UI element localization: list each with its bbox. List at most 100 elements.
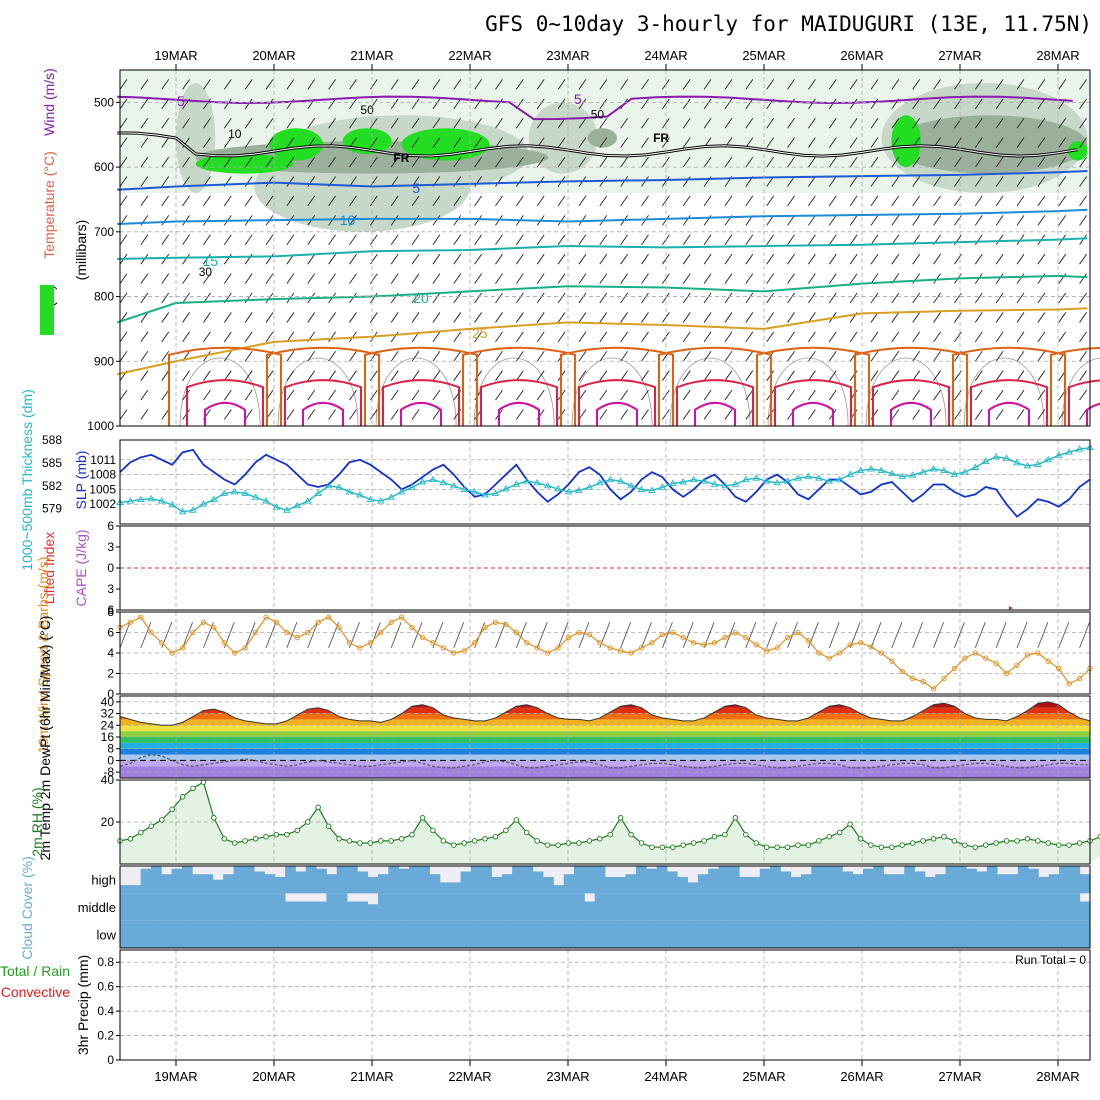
wind-barb (307, 312, 316, 323)
wind-barb (599, 312, 608, 323)
wind10m-barb (411, 622, 423, 649)
wind-barb (870, 176, 879, 187)
rh2m-marker (419, 815, 426, 821)
cloud-cell (790, 893, 802, 921)
y-tick-label: 32 (101, 707, 115, 721)
cloud-cell (501, 874, 513, 894)
surface-heat-contour (480, 379, 558, 426)
bottom-date-label: 28MAR (1036, 1069, 1079, 1084)
wind-barb (974, 234, 983, 246)
rh2m-marker (878, 844, 885, 850)
y-tick-label: 8 (107, 742, 114, 756)
thickness-marker (815, 474, 823, 481)
wind-barb (849, 98, 858, 110)
rh-shading (120, 70, 1100, 427)
cloud-cell (873, 893, 885, 921)
thickness-marker (376, 497, 385, 504)
cloud-cell (821, 866, 833, 894)
wind10m-speed-line (117, 614, 1093, 692)
precip-axis-label: 3hr Precip (mm) (75, 955, 91, 1055)
top-date-label: 26MAR (840, 48, 883, 63)
panel-frame (119, 69, 1091, 427)
cloud-cell (842, 920, 854, 948)
bottom-date-label: 22MAR (448, 1069, 491, 1084)
thickness-marker (1002, 454, 1011, 461)
cloud-cell (852, 874, 864, 894)
rh2m-marker (482, 836, 488, 842)
wind10m-barb (974, 622, 986, 649)
wind-barb (244, 389, 253, 401)
rh2m-marker (899, 842, 906, 848)
wind-barb (1079, 98, 1087, 110)
wind-barb (495, 273, 503, 284)
wind10m-speed-line (119, 616, 1091, 690)
wind-barb (1058, 195, 1067, 207)
cloud-cell (1028, 868, 1039, 894)
thickness-marker (147, 494, 156, 502)
cloud-cell (1048, 893, 1060, 921)
rh2m-marker (586, 838, 593, 844)
wind-barb (745, 331, 754, 343)
wind10m-barb (682, 622, 694, 649)
wind-barb (766, 253, 775, 265)
thickness-marker (1034, 460, 1042, 467)
surface-heat-contour (1086, 402, 1100, 426)
wind-barb (369, 195, 378, 207)
wind-barb (828, 156, 837, 168)
wind-barb (1037, 312, 1046, 323)
cloud-cell (1028, 920, 1039, 948)
cloud-cell (388, 893, 400, 921)
wind-barb (536, 195, 545, 207)
rh2m-marker (1014, 838, 1020, 844)
wind-barb (828, 273, 837, 284)
y-tick-label: 0 (107, 753, 114, 767)
surface-heat-contour (658, 346, 772, 426)
thickness-marker (1065, 448, 1073, 455)
wind-barb (766, 312, 775, 323)
wind10m-barb (390, 622, 402, 649)
cloud-cell (955, 893, 967, 921)
cloud-cell (811, 920, 823, 948)
wind-barb (265, 273, 274, 284)
wind-barb (244, 234, 253, 246)
wind-barb (849, 370, 858, 381)
wind-barb (244, 370, 253, 381)
wind-barb (599, 195, 608, 207)
wind-barb (682, 79, 691, 90)
wind-barb (578, 234, 587, 246)
wind10m-marker (1076, 675, 1083, 682)
wind-barb (1037, 253, 1046, 265)
cloud-cell (893, 920, 905, 948)
wind-barb (369, 117, 378, 129)
wind-barb (682, 273, 691, 284)
cloud-cell (821, 893, 833, 921)
cloud-cell (491, 893, 503, 921)
wind-barb (703, 195, 712, 207)
cloud-cell (1007, 920, 1019, 948)
top-date-label: 19MAR (154, 48, 197, 63)
cloud-cell (759, 893, 771, 921)
wind-barb (557, 156, 566, 168)
wind-barb (140, 292, 149, 304)
rh2m-marker (868, 842, 874, 848)
wind-barb (557, 79, 566, 90)
thickness-marker (157, 497, 166, 504)
wind-barb (203, 389, 211, 401)
wind10m-barb (766, 622, 778, 649)
wind-barb (1058, 331, 1067, 343)
wind-barb (641, 331, 649, 343)
wind-barb (954, 312, 962, 323)
wind-barb (599, 137, 608, 148)
cloud-cell (161, 920, 172, 948)
wind10m-marker (451, 650, 457, 656)
cloud-cell (924, 920, 936, 948)
cloud-cell (316, 901, 327, 921)
wind-barb (745, 409, 754, 420)
wind-barb (140, 156, 149, 168)
wind-barb (432, 370, 441, 381)
surface-heat-contours (168, 346, 1100, 426)
wind-barb (891, 312, 900, 323)
wind-barb (1037, 409, 1046, 420)
cloud-cell (316, 868, 327, 894)
